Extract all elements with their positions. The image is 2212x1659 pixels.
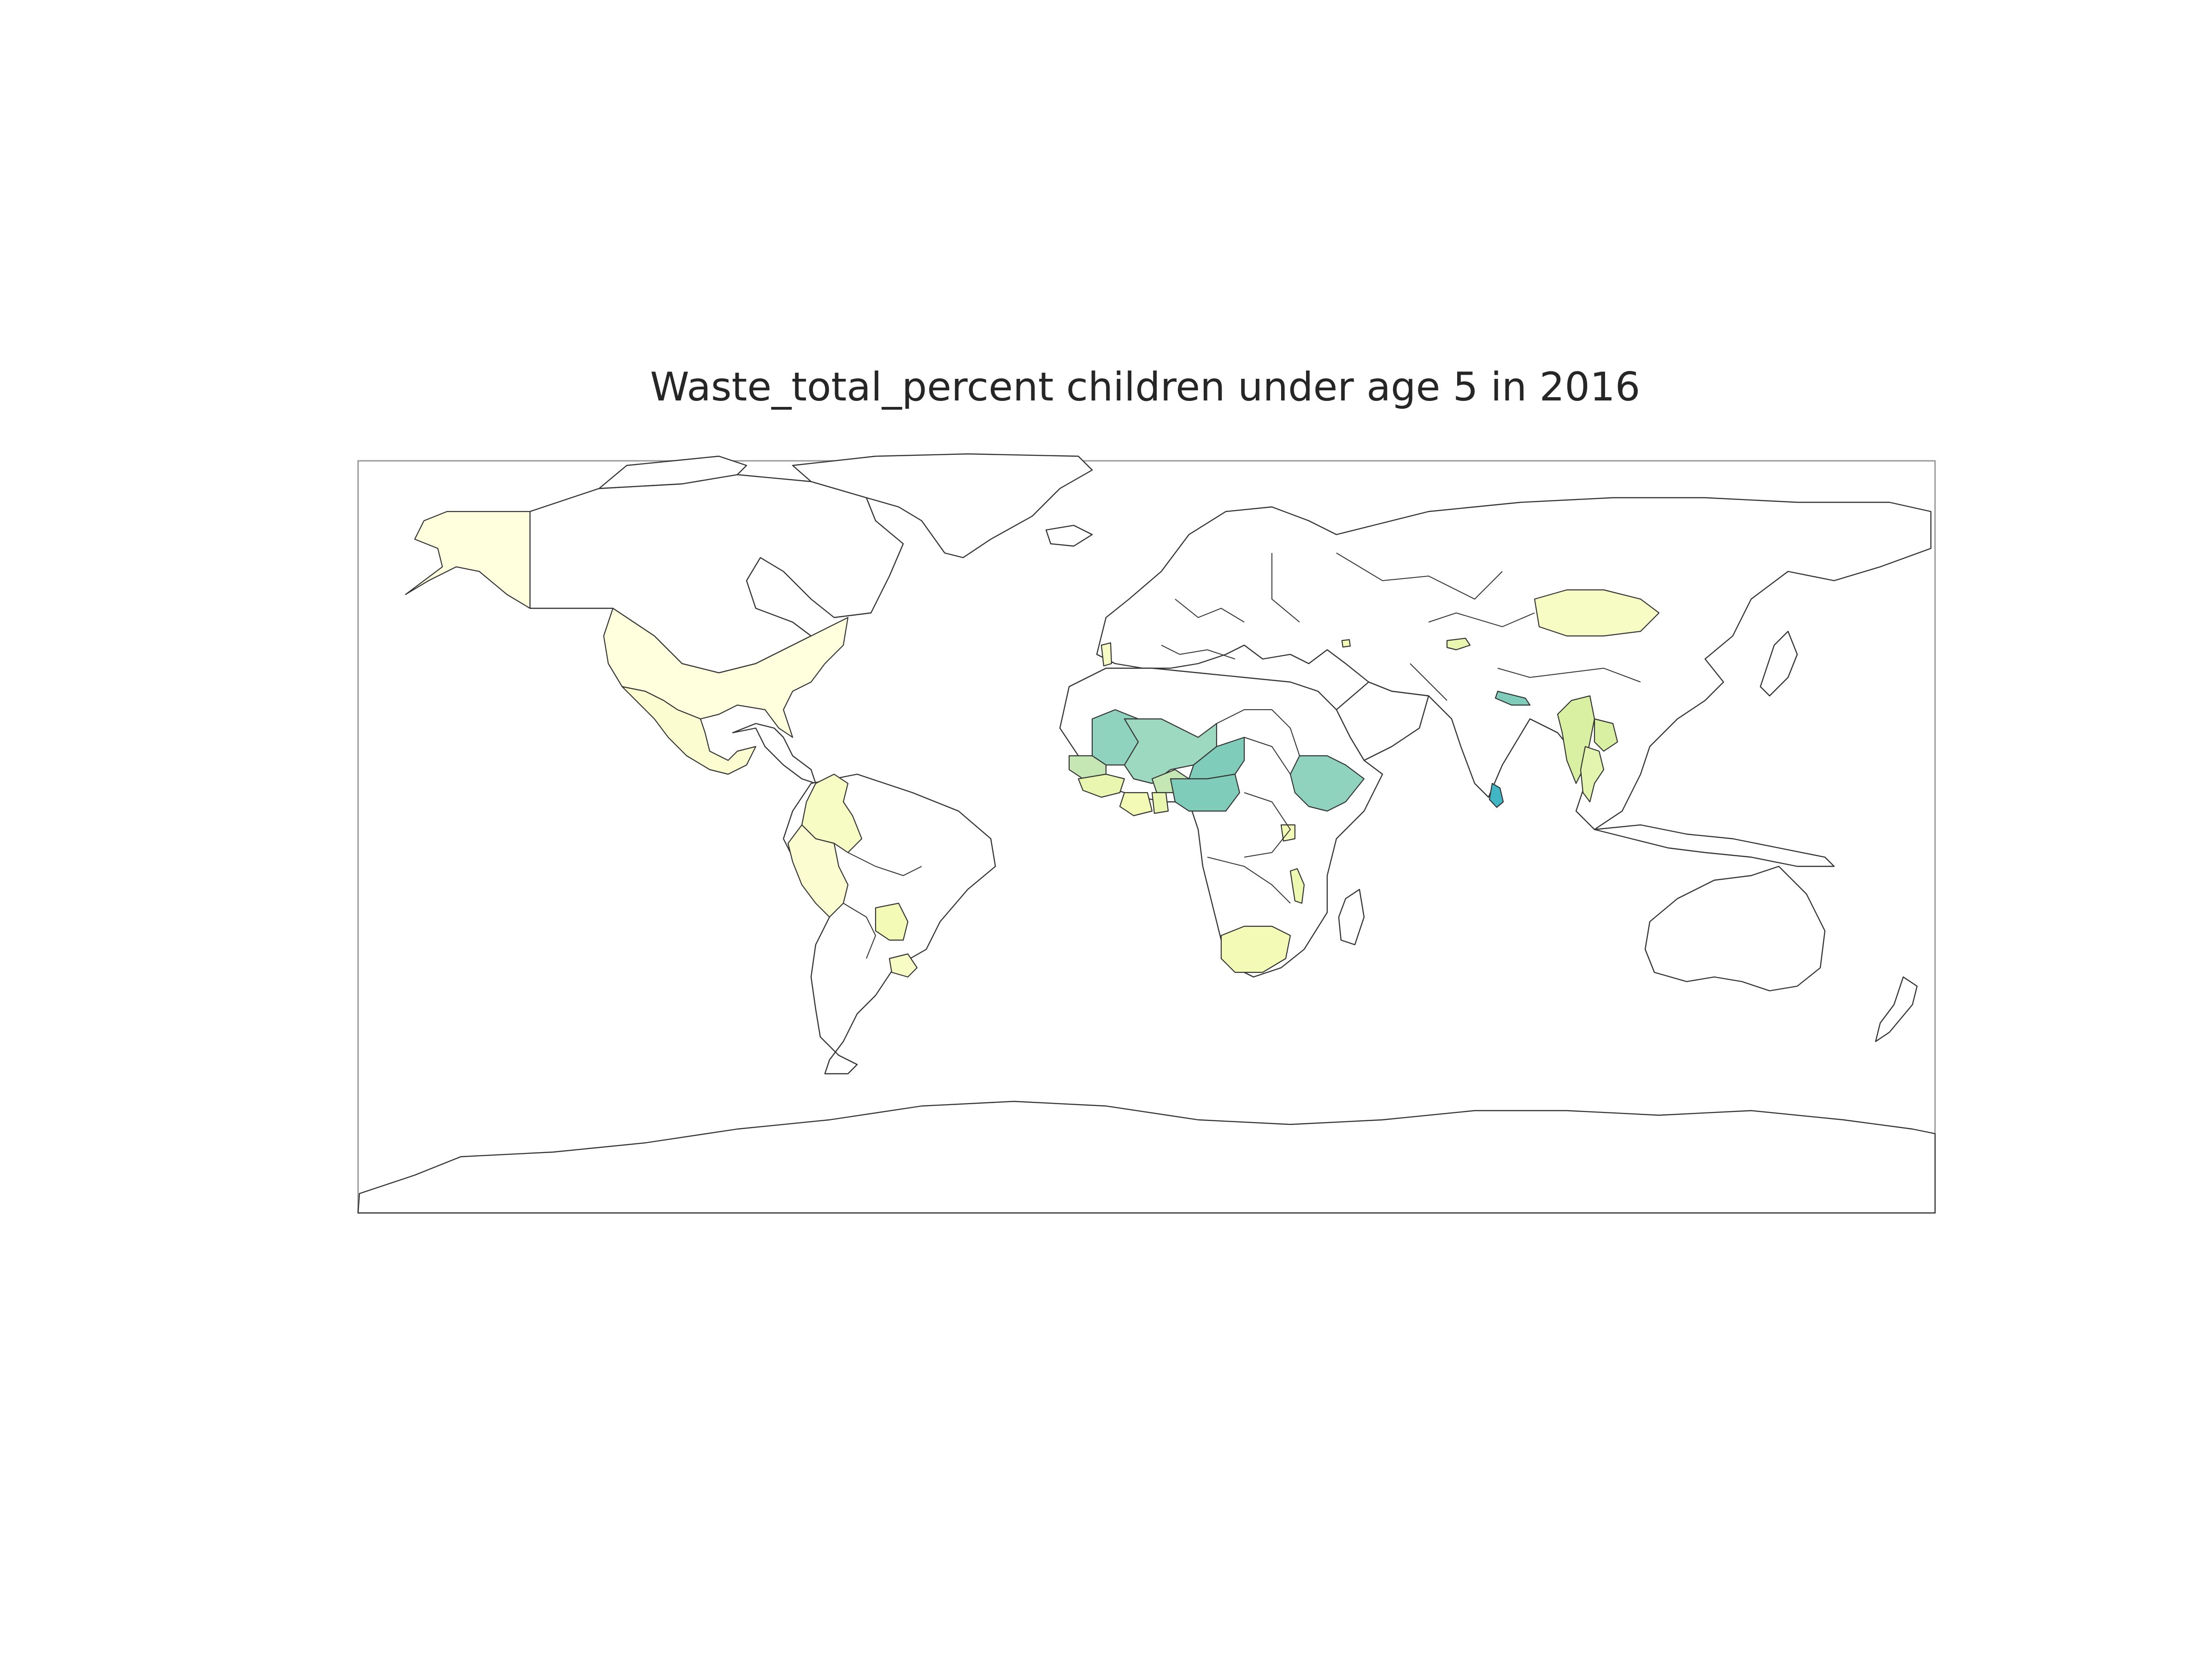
country-laos [1594, 718, 1618, 752]
country-south-africa [1220, 925, 1291, 973]
landmass-layer [357, 453, 1936, 1214]
country-thailand [1580, 746, 1605, 803]
internal-borders [843, 553, 1641, 959]
landmass-greenland [792, 453, 1093, 559]
landmass-new-zealand [1875, 976, 1918, 1042]
country-mongolia [1534, 589, 1660, 637]
landmass-indonesia [1594, 824, 1835, 867]
country-nigeria [1170, 773, 1241, 812]
country-portugal [1100, 642, 1112, 667]
landmass-australia [1644, 865, 1826, 992]
country-mexico [621, 686, 757, 775]
border-south-america [843, 852, 922, 959]
landmass-iceland [1045, 524, 1093, 547]
border-africa [1207, 709, 1300, 904]
landmass-japan [1759, 630, 1798, 697]
country-peru [787, 824, 849, 918]
landmass-canada [529, 474, 904, 674]
landmass-eurasia [1096, 497, 1932, 830]
landmass-madagascar [1338, 888, 1365, 946]
country-malawi [1289, 868, 1305, 904]
country-ethiopia [1289, 755, 1365, 812]
country-colombia [801, 773, 863, 853]
country-tajikistan [1446, 637, 1471, 651]
country-paraguay [875, 902, 909, 941]
country-mali [1124, 718, 1218, 784]
country-nepal [1494, 690, 1531, 706]
country-ivory-coast [1119, 792, 1153, 817]
country-alaska [405, 511, 531, 609]
landmass-central-america [732, 723, 817, 784]
country-ghana [1151, 792, 1169, 814]
landmass-arctic-islands [598, 455, 747, 489]
border-asia [1410, 612, 1641, 701]
country-guinea [1077, 773, 1125, 798]
country-uruguay [888, 953, 918, 978]
country-armenia [1341, 639, 1351, 648]
country-sri-lanka [1488, 782, 1504, 808]
data-countries-layer [405, 511, 1660, 978]
border-europe [1161, 553, 1503, 659]
map-title: Waste_total_percent children under age 5… [650, 364, 1641, 410]
landmass-antarctica [357, 1100, 1936, 1214]
